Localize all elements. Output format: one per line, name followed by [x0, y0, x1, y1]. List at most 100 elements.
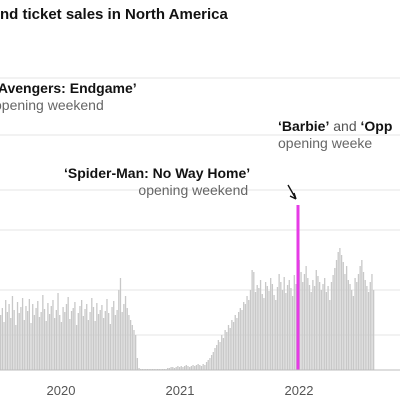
- bar: [126, 308, 128, 370]
- bar: [345, 266, 348, 370]
- bar: [101, 305, 103, 370]
- bar: [70, 311, 73, 370]
- bar: [119, 278, 122, 370]
- bar: [129, 320, 132, 370]
- bar: [335, 260, 338, 370]
- bar: [221, 335, 223, 370]
- bar: [67, 297, 69, 370]
- bar: [229, 328, 231, 370]
- bar: [94, 321, 96, 370]
- bar: [357, 274, 360, 370]
- bar: [322, 284, 324, 370]
- bar: [30, 323, 32, 370]
- bar: [84, 309, 86, 370]
- bar: [202, 364, 204, 370]
- bar: [35, 308, 37, 370]
- bar: [288, 280, 290, 370]
- bar: [227, 325, 230, 370]
- bar: [244, 304, 247, 370]
- bar: [205, 362, 208, 370]
- bar: [92, 307, 95, 370]
- bar: [180, 366, 182, 370]
- bar: [329, 300, 331, 370]
- bar: [138, 368, 140, 370]
- bar: [249, 290, 252, 370]
- bar: [318, 282, 321, 370]
- bar: [239, 308, 241, 370]
- bar: [189, 367, 191, 370]
- bar: [237, 312, 240, 370]
- bar: [344, 274, 346, 370]
- bar: [74, 302, 76, 370]
- bar: [347, 280, 349, 370]
- bar: [167, 368, 169, 370]
- bar: [275, 300, 277, 370]
- bar: [367, 292, 370, 370]
- bar: [253, 272, 255, 370]
- bar: [1, 308, 3, 370]
- bar: [91, 298, 93, 370]
- annotation-spiderman: ‘Spider-Man: No Way Home’ opening weeken…: [64, 165, 250, 199]
- bar: [307, 278, 309, 370]
- bar: [216, 345, 218, 370]
- bar: [27, 311, 29, 370]
- bar: [283, 277, 285, 370]
- bar: [75, 325, 78, 370]
- bar: [123, 304, 125, 370]
- bar: [259, 280, 262, 370]
- bar: [194, 366, 196, 370]
- bar: [212, 352, 214, 370]
- bar: [182, 367, 184, 370]
- bar: [8, 304, 10, 370]
- bar: [13, 310, 15, 370]
- bar: [86, 304, 88, 370]
- annotation-arrow: [287, 184, 297, 200]
- bar: [113, 301, 115, 370]
- bar: [108, 313, 110, 370]
- bar: [42, 295, 44, 370]
- annotation-spiderman-label: ‘Spider-Man: No Way Home’: [64, 165, 251, 181]
- bar: [168, 368, 171, 370]
- bar: [281, 290, 284, 370]
- bar: [64, 312, 66, 370]
- bar: [222, 338, 225, 370]
- bar: [351, 290, 353, 370]
- bar: [349, 284, 351, 370]
- bar: [183, 366, 186, 370]
- bar: [32, 304, 34, 370]
- bar: [258, 288, 260, 370]
- bar: [69, 319, 71, 370]
- bar: [327, 286, 329, 370]
- x-tick-2021: 2021: [166, 383, 195, 398]
- annotation-barbie-joiner: and: [333, 118, 357, 134]
- bar: [89, 312, 91, 370]
- bar: [170, 367, 172, 370]
- bar: [356, 282, 358, 370]
- bar: [102, 318, 105, 370]
- bar: [82, 316, 84, 370]
- bar: [207, 360, 209, 370]
- bar: [271, 284, 274, 370]
- bar: [315, 270, 317, 370]
- bar: [173, 368, 176, 370]
- bar: [50, 306, 52, 370]
- bar: [79, 306, 81, 370]
- bar: [96, 303, 98, 370]
- bar: [263, 298, 265, 370]
- bar: [285, 293, 287, 370]
- bar: [320, 290, 322, 370]
- annotation-barbie-label: ‘Barbie’: [278, 118, 330, 134]
- annotation-avengers: ‘Avengers: Endgame’ opening weekend: [0, 80, 137, 114]
- bar: [313, 286, 316, 370]
- bar: [354, 278, 356, 370]
- bar: [286, 285, 289, 370]
- bar: [6, 312, 9, 370]
- annotation-spiderman-sub: opening weekend: [138, 182, 249, 198]
- bar: [106, 299, 108, 370]
- bar: [312, 280, 314, 370]
- bar: [15, 325, 17, 370]
- bar: [359, 266, 361, 370]
- bar: [48, 314, 51, 370]
- bar: [270, 278, 272, 370]
